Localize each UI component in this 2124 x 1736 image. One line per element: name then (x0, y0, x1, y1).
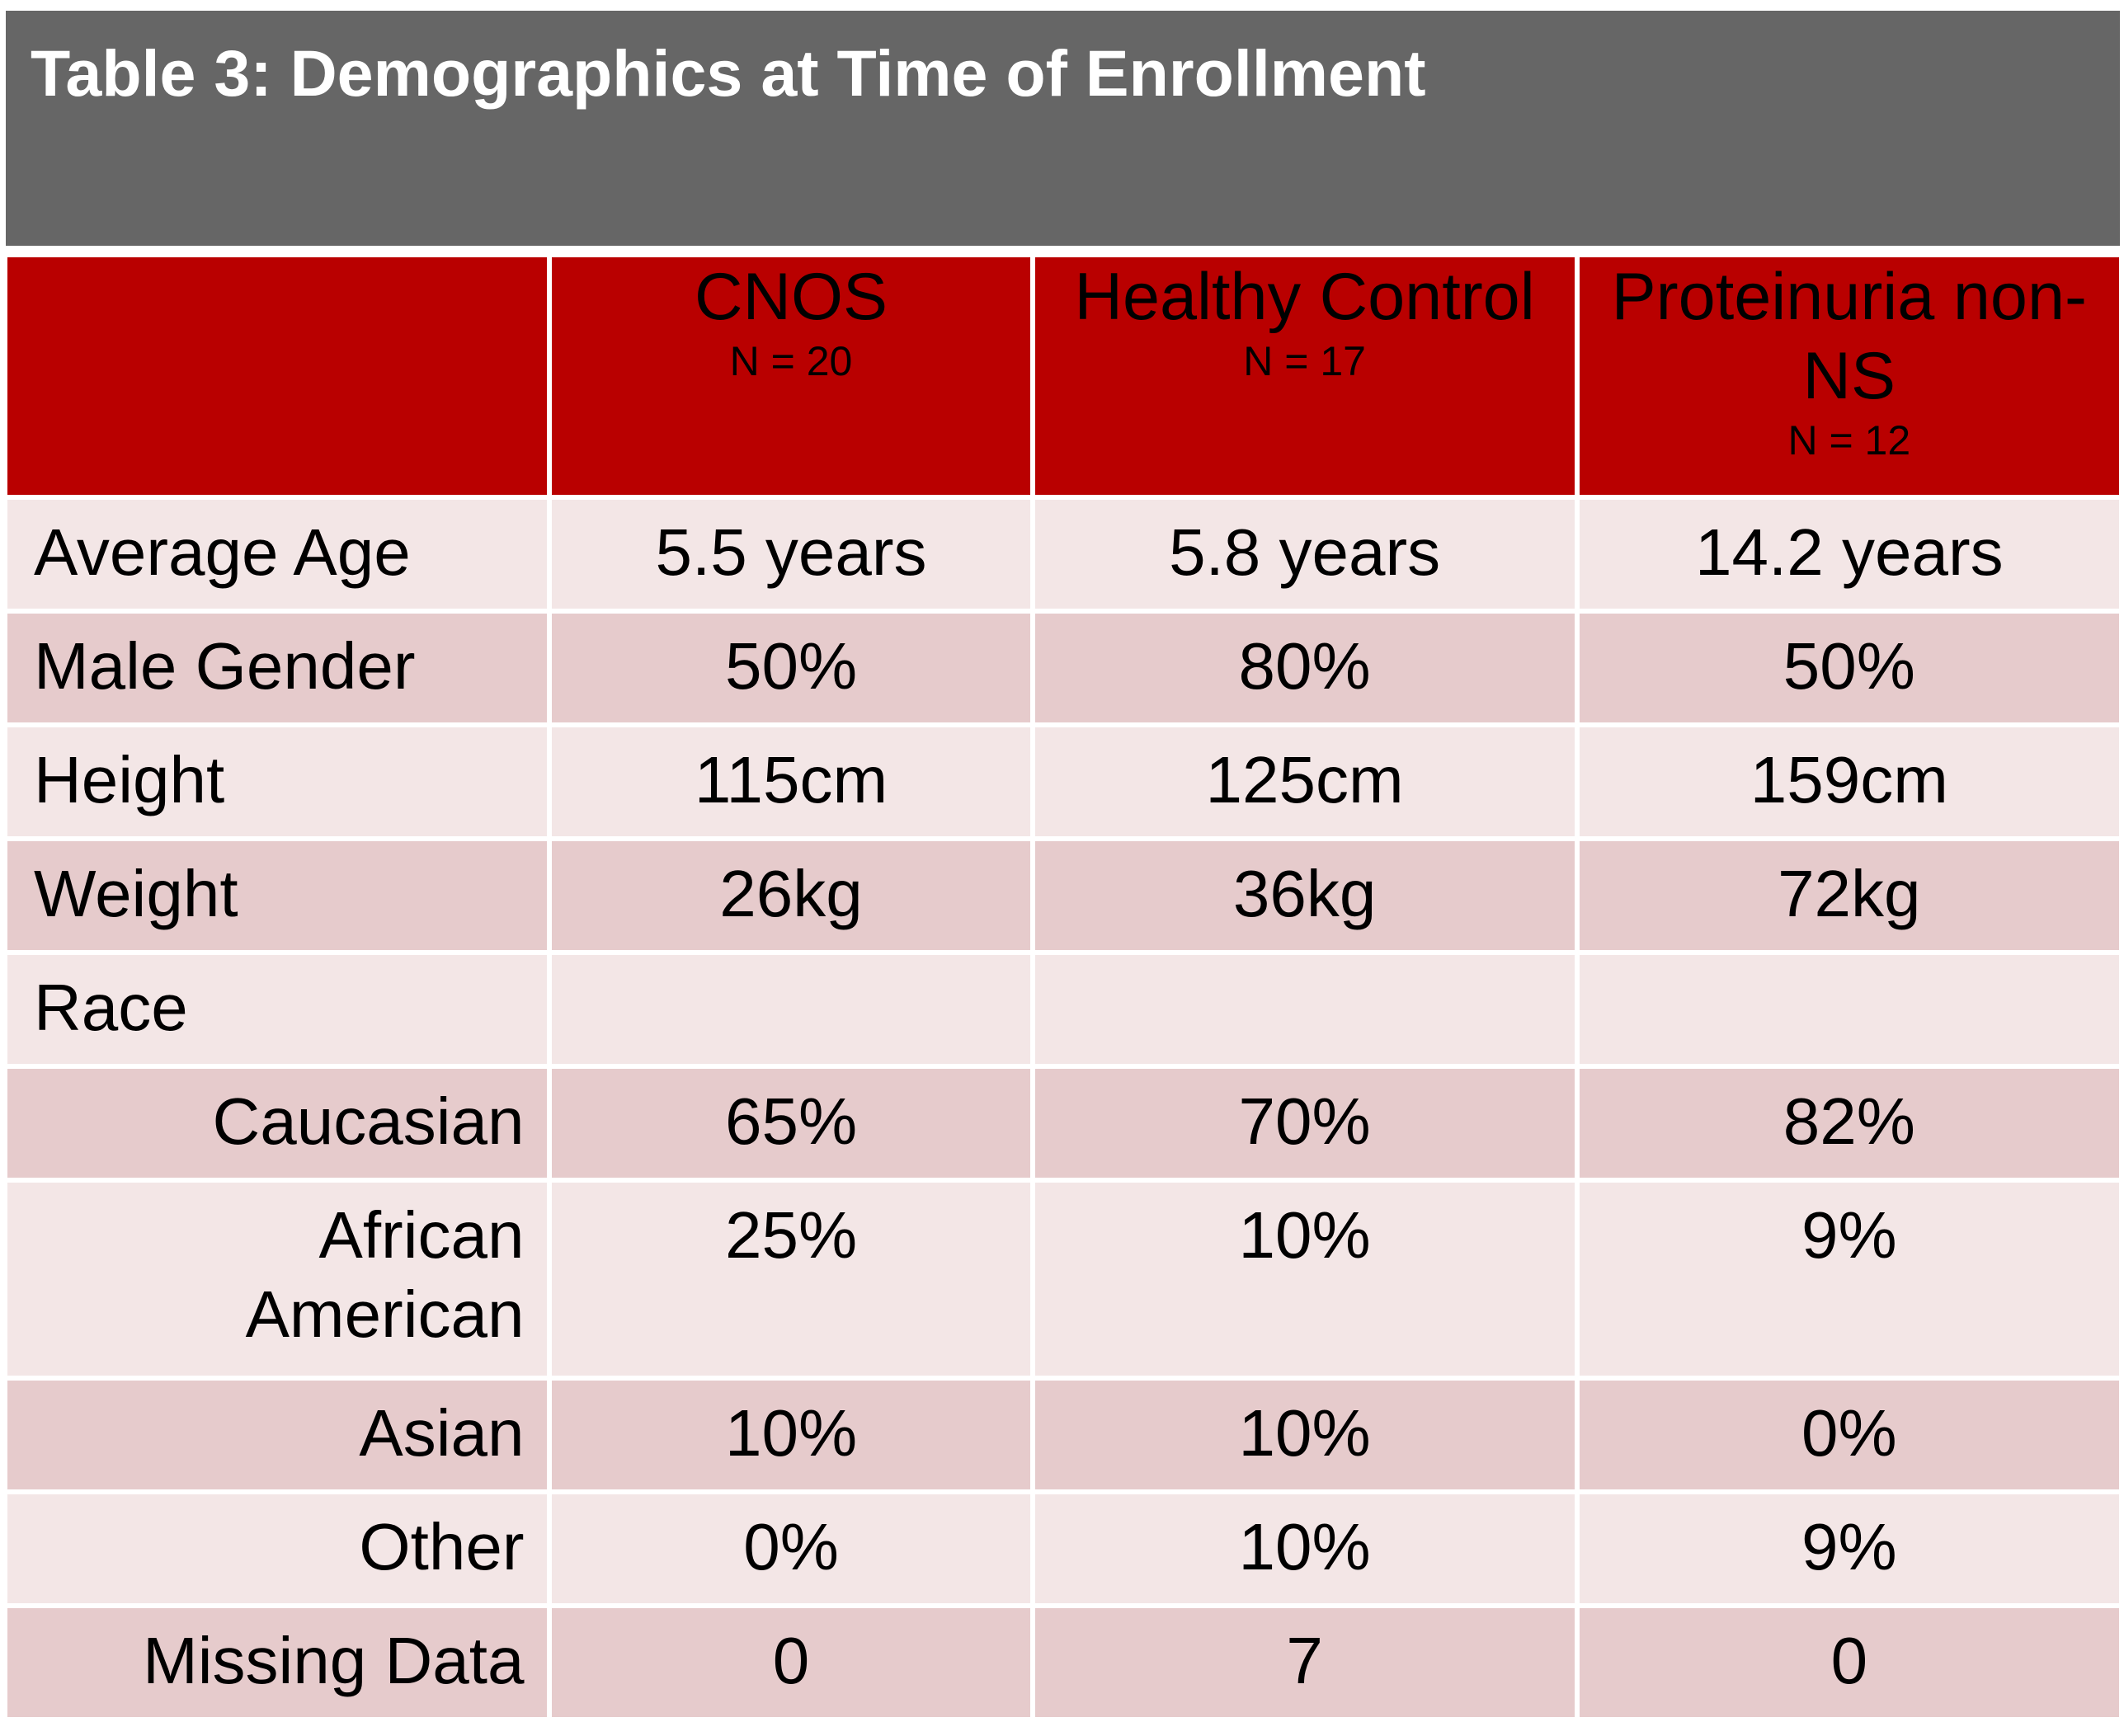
table-row: Missing Data 0 7 0 (7, 1608, 2119, 1717)
row-label: Missing Data (7, 1608, 548, 1717)
column-n: N = 12 (1787, 417, 1911, 463)
table-row: Average Age 5.5 years 5.8 years 14.2 yea… (7, 500, 2119, 609)
cell-value: 9% (1579, 1183, 2119, 1376)
table-row: Height 115cm 125cm 159cm (7, 727, 2119, 836)
row-label: Male Gender (7, 614, 548, 722)
cell-value: 82% (1579, 1069, 2119, 1178)
table-row: Male Gender 50% 80% 50% (7, 614, 2119, 722)
cell-value (1034, 955, 1575, 1064)
table-row: Race (7, 955, 2119, 1064)
demographics-table: CNOS N = 20 Healthy Control N = 17 Prote… (2, 252, 2124, 1722)
cell-value: 65% (552, 1069, 1030, 1178)
cell-value: 50% (1579, 614, 2119, 722)
table-row: Other 0% 10% 9% (7, 1494, 2119, 1603)
column-n: N = 20 (729, 338, 853, 384)
cell-value: 14.2 years (1579, 500, 2119, 609)
cell-value (552, 955, 1030, 1064)
header-row: CNOS N = 20 Healthy Control N = 17 Prote… (7, 257, 2119, 495)
cell-value: 36kg (1034, 841, 1575, 950)
row-label: Other (7, 1494, 548, 1603)
column-name: CNOS (695, 260, 888, 334)
table-row: Asian 10% 10% 0% (7, 1381, 2119, 1489)
cell-value: 10% (1034, 1494, 1575, 1603)
header-healthy-control: Healthy Control N = 17 (1034, 257, 1575, 495)
cell-value: 9% (1579, 1494, 2119, 1603)
table-row: African American 25% 10% 9% (7, 1183, 2119, 1376)
cell-value: 0% (1579, 1381, 2119, 1489)
row-label: Average Age (7, 500, 548, 609)
row-label: Caucasian (7, 1069, 548, 1178)
table-row: Weight 26kg 36kg 72kg (7, 841, 2119, 950)
cell-value: 7 (1034, 1608, 1575, 1717)
title-bar: Table 3: Demographics at Time of Enrollm… (6, 11, 2120, 246)
cell-value: 0 (1579, 1608, 2119, 1717)
column-name: Healthy Control (1074, 260, 1535, 334)
row-label: Height (7, 727, 548, 836)
cell-value: 26kg (552, 841, 1030, 950)
row-label: African American (7, 1183, 548, 1376)
cell-value: 10% (552, 1381, 1030, 1489)
cell-value: 72kg (1579, 841, 2119, 950)
row-label: Race (7, 955, 548, 1064)
header-corner-cell (7, 257, 548, 495)
cell-value: 115cm (552, 727, 1030, 836)
row-label: Asian (7, 1381, 548, 1489)
cell-value: 70% (1034, 1069, 1575, 1178)
header-cnos: CNOS N = 20 (552, 257, 1030, 495)
table-row: Caucasian 65% 70% 82% (7, 1069, 2119, 1178)
cell-value: 159cm (1579, 727, 2119, 836)
column-name: Proteinuria non-NS (1611, 260, 2087, 413)
cell-value: 0 (552, 1608, 1030, 1717)
cell-value: 0% (552, 1494, 1030, 1603)
cell-value: 125cm (1034, 727, 1575, 836)
cell-value: 10% (1034, 1381, 1575, 1489)
cell-value: 5.5 years (552, 500, 1030, 609)
cell-value: 50% (552, 614, 1030, 722)
header-proteinuria: Proteinuria non-NS N = 12 (1579, 257, 2119, 495)
cell-value: 10% (1034, 1183, 1575, 1376)
cell-value (1579, 955, 2119, 1064)
cell-value: 80% (1034, 614, 1575, 722)
column-n: N = 17 (1243, 338, 1366, 384)
cell-value: 5.8 years (1034, 500, 1575, 609)
cell-value: 25% (552, 1183, 1030, 1376)
table-title: Table 3: Demographics at Time of Enrollm… (31, 36, 1426, 110)
row-label: Weight (7, 841, 548, 950)
